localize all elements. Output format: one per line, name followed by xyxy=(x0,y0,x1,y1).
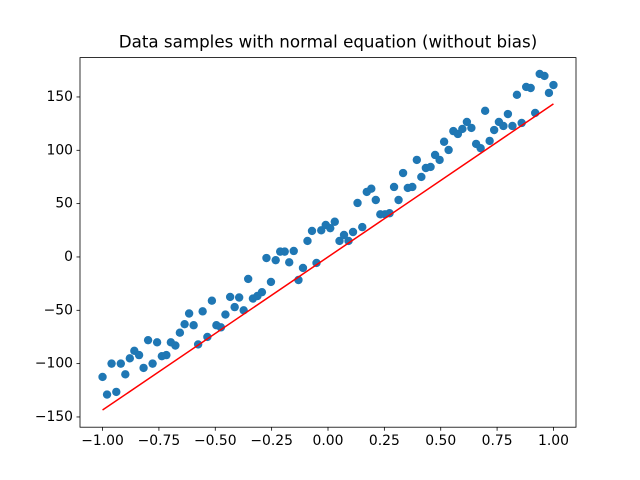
scatter-point xyxy=(330,217,339,226)
axes-frame xyxy=(79,57,577,428)
line xyxy=(102,103,554,411)
scatter-point xyxy=(444,145,453,155)
scatter-point xyxy=(303,236,312,246)
scatter-point xyxy=(152,338,162,347)
scatter-point xyxy=(408,182,417,192)
scatter-point xyxy=(175,328,185,337)
scatter-point xyxy=(389,182,399,192)
y-tick-label: 0 xyxy=(64,249,73,265)
scatter-point xyxy=(435,155,444,165)
scatter-point xyxy=(298,263,308,273)
scatter-point xyxy=(339,230,349,240)
scatter-point xyxy=(148,359,157,368)
scatter-point xyxy=(371,195,380,205)
y-tick-label: 150 xyxy=(46,89,73,105)
scatter-point xyxy=(234,293,244,302)
scatter-point xyxy=(426,162,435,172)
scatter-point xyxy=(239,306,248,315)
scatter-point xyxy=(512,90,522,100)
scatter-point xyxy=(549,80,558,90)
scatter-point xyxy=(439,137,449,146)
x-tick-label: −0.50 xyxy=(194,433,237,449)
scatter-point xyxy=(458,124,467,134)
scatter-point xyxy=(462,117,472,127)
y-tick-label: 100 xyxy=(46,142,73,158)
x-tick-label: −0.25 xyxy=(250,433,293,449)
scatter-point xyxy=(489,125,499,135)
x-tick-label: 0.50 xyxy=(425,433,456,449)
scatter-point xyxy=(171,341,180,350)
scatter-point xyxy=(544,88,554,98)
scatter-point xyxy=(198,307,207,316)
scatter-point xyxy=(125,354,135,363)
scatter-point xyxy=(112,387,121,397)
x-tick-label: 0.75 xyxy=(482,433,513,449)
scatter-point xyxy=(476,143,485,153)
scatter-point xyxy=(344,236,353,246)
scatter-point xyxy=(280,247,289,256)
scatter-point xyxy=(335,236,344,246)
scatter-point xyxy=(417,172,426,182)
scatter-point xyxy=(517,118,526,128)
scatter-point xyxy=(312,258,321,268)
y-tick-label: −150 xyxy=(35,409,73,425)
scatter-point xyxy=(216,323,226,332)
scatter-point xyxy=(508,121,517,131)
x-tick-label: −1.00 xyxy=(81,433,124,449)
scatter-point xyxy=(285,258,294,267)
scatter-point xyxy=(412,155,422,165)
scatter-point xyxy=(499,121,508,131)
scatter-point xyxy=(367,184,376,193)
scatter-point xyxy=(540,71,549,81)
x-tick-label: 0.00 xyxy=(313,433,344,449)
scatter-point xyxy=(257,287,267,297)
scatter-point xyxy=(262,253,271,263)
scatter-point xyxy=(139,363,148,373)
y-tick-label: −100 xyxy=(35,356,73,372)
scatter-point xyxy=(326,223,335,233)
scatter-point xyxy=(480,106,490,116)
y-tick-label: 50 xyxy=(55,196,73,212)
scatter-point xyxy=(98,372,107,382)
scatter-point xyxy=(385,209,394,218)
scatter-point xyxy=(107,359,116,368)
scatter-point xyxy=(353,198,362,208)
scatter-point xyxy=(203,332,212,342)
x-tick-label: 1.00 xyxy=(538,433,569,449)
scatter-point xyxy=(184,309,194,318)
scatter-point xyxy=(358,222,367,232)
scatter-point xyxy=(289,246,298,256)
y-tick-label: −50 xyxy=(44,302,73,318)
scatter-point xyxy=(221,310,230,319)
scatter-point xyxy=(180,319,189,329)
scatter-point xyxy=(230,302,239,312)
scatter-point xyxy=(162,350,171,360)
scatter-point xyxy=(189,321,198,330)
scatter-point xyxy=(121,370,130,379)
scatter-point xyxy=(307,226,317,236)
x-tick-label: −0.75 xyxy=(138,433,181,449)
scatter-point xyxy=(467,123,476,133)
scatter-point xyxy=(225,292,235,302)
scatter-point xyxy=(102,390,112,399)
scatter-point xyxy=(485,136,494,146)
scatter-point xyxy=(207,296,217,305)
x-tick-label: 0.25 xyxy=(369,433,400,449)
scatter-point xyxy=(394,195,403,205)
scatter-point xyxy=(503,109,513,119)
scatter-point xyxy=(271,255,280,265)
scatter-point xyxy=(116,359,126,368)
scatter-point xyxy=(243,274,253,284)
chart-title: Data samples with normal equation (witho… xyxy=(119,32,537,52)
scatter-point xyxy=(266,277,276,287)
scatter-point xyxy=(134,350,144,360)
scatter-point xyxy=(143,335,153,345)
scatter-point xyxy=(398,168,408,178)
scatter-point xyxy=(526,83,535,93)
scatter-point xyxy=(348,227,358,237)
